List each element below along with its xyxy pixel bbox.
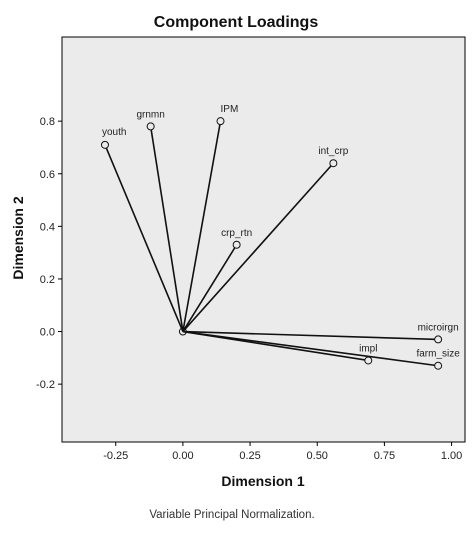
point-int_crp — [329, 159, 338, 168]
point-grnmn — [146, 122, 155, 131]
y-axis-title: Dimension 2 — [10, 196, 26, 279]
vector-IPM — [182, 121, 222, 332]
vector-int_crp — [182, 162, 334, 333]
point-label-microirgn: microirgn — [418, 322, 459, 333]
point-label-impl: impl — [359, 343, 377, 354]
y-tick-label: 0.4 — [40, 221, 55, 233]
loading-vectors — [104, 121, 439, 367]
point-label-farm_size: farm_size — [416, 349, 460, 360]
point-label-grnmn: grnmn — [136, 109, 164, 120]
point-label-youth: youth — [102, 127, 126, 138]
point-labels: youth grnmn IPM int_crp crp_rtn microirgn impl… — [102, 104, 460, 360]
vector-crp_rtn — [182, 244, 238, 332]
point-youth — [100, 140, 109, 149]
origin-marker — [178, 327, 187, 336]
plot-area — [61, 36, 466, 443]
vector-farm_size — [182, 330, 439, 367]
x-axis-ticks: -0.25 0.00 0.25 0.50 0.75 1.00 — [103, 442, 462, 462]
y-tick-label: -0.2 — [36, 379, 55, 391]
chart-footnote: Variable Principal Normalization. — [149, 509, 314, 521]
x-axis-title: Dimension 1 — [221, 473, 304, 489]
y-tick-label: 0.6 — [40, 169, 55, 181]
x-tick-label: 0.50 — [307, 450, 328, 462]
y-tick-label: 0.8 — [40, 116, 55, 128]
point-label-IPM: IPM — [221, 104, 239, 115]
point-label-crp_rtn: crp_rtn — [221, 228, 252, 239]
x-tick-label: 0.25 — [239, 450, 260, 462]
point-farm_size — [434, 361, 443, 370]
vector-youth — [104, 144, 184, 332]
y-axis-ticks: -0.2 0.0 0.2 0.4 0.6 0.8 — [36, 116, 62, 391]
vector-grnmn — [149, 126, 184, 332]
point-impl — [364, 356, 373, 365]
point-IPM — [216, 117, 225, 126]
loading-points — [100, 117, 443, 370]
x-tick-label: 1.00 — [441, 450, 462, 462]
y-tick-label: 0.0 — [40, 327, 55, 339]
y-tick-label: 0.2 — [40, 274, 55, 286]
point-label-int_crp: int_crp — [318, 146, 348, 157]
x-tick-label: 0.00 — [172, 450, 193, 462]
x-tick-label: 0.75 — [374, 450, 395, 462]
point-microirgn — [434, 335, 443, 344]
x-tick-label: -0.25 — [103, 450, 128, 462]
point-crp_rtn — [232, 240, 241, 249]
vector-microirgn — [182, 330, 439, 341]
chart-title: Component Loadings — [154, 14, 319, 31]
